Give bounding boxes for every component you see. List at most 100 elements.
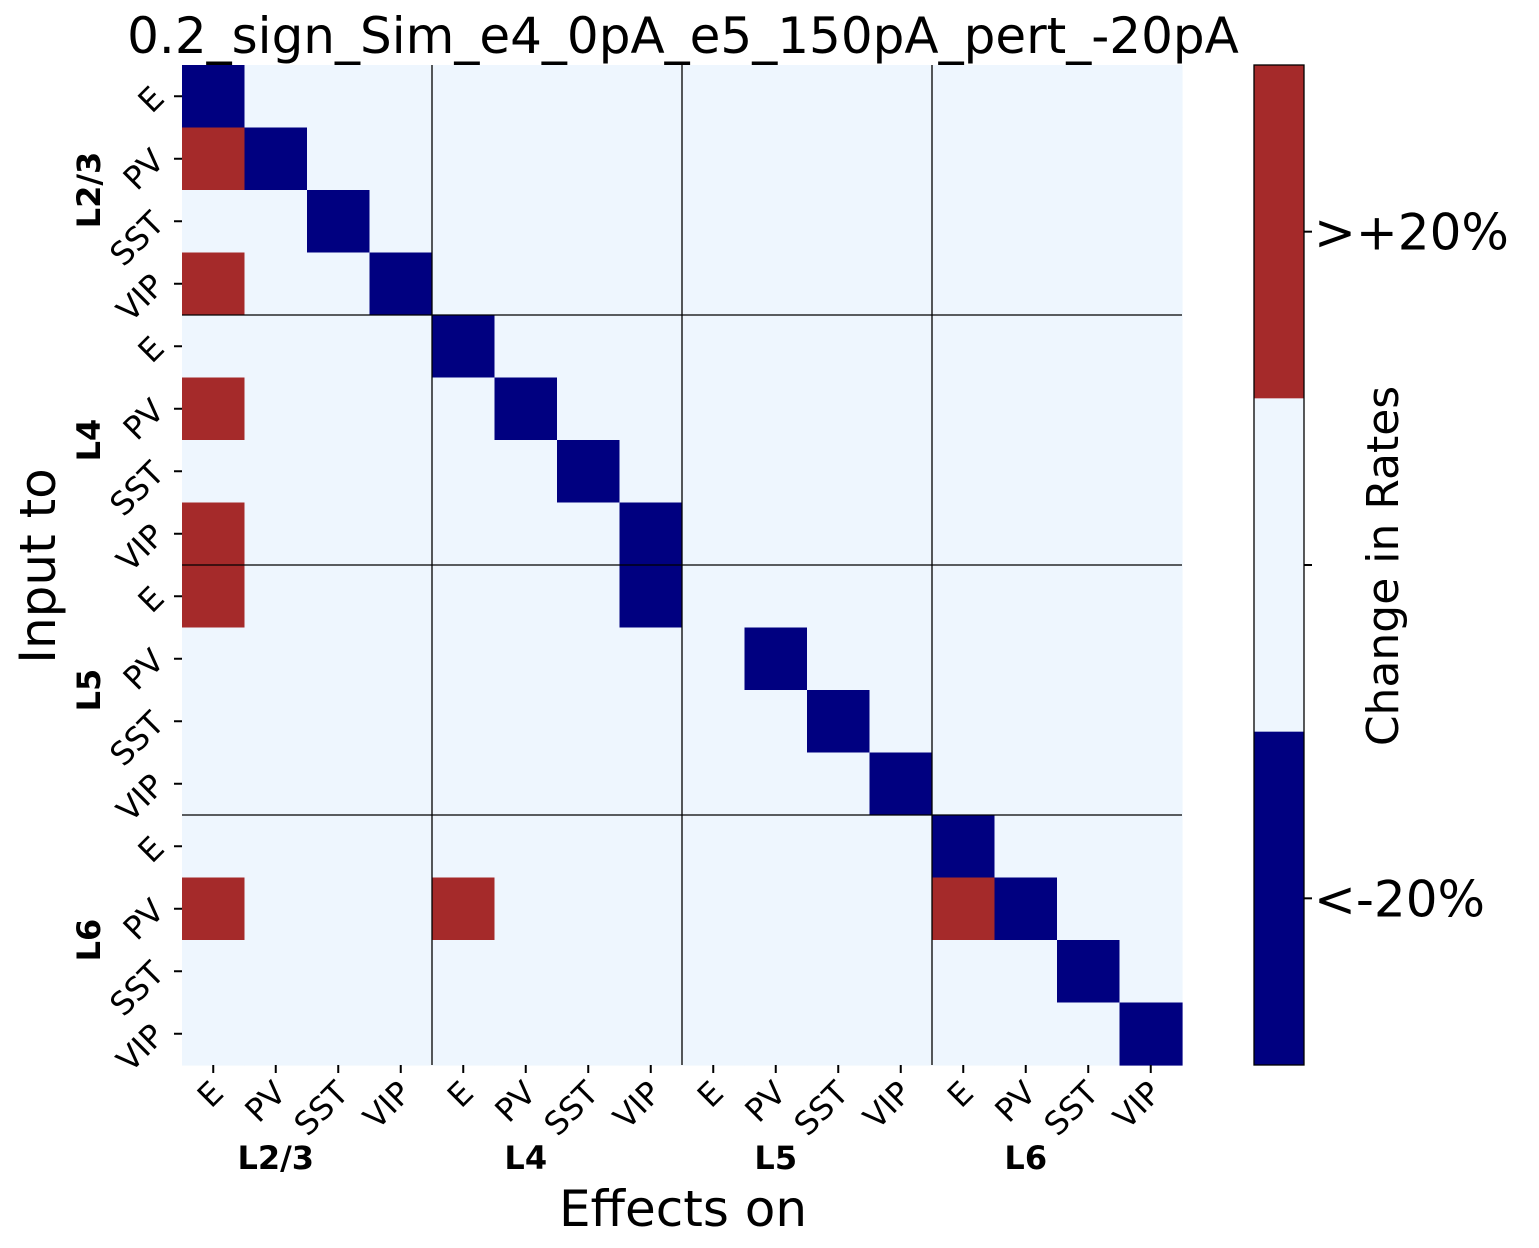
- heatmap-cell: [870, 128, 933, 191]
- heatmap-cell: [807, 878, 870, 941]
- heatmap-cell: [620, 253, 683, 316]
- heatmap-cell: [307, 690, 370, 753]
- heatmap-cell: [745, 565, 808, 628]
- x-tick-label: VIP: [1106, 1074, 1169, 1137]
- x-tick-label: PV: [737, 1074, 793, 1130]
- heatmap-cell: [495, 503, 558, 566]
- heatmap-cell: [557, 753, 620, 816]
- heatmap-cell: [745, 815, 808, 878]
- heatmap-cell: [620, 65, 683, 128]
- heatmap-cell: [370, 190, 433, 253]
- heatmap-cell: [432, 878, 495, 941]
- heatmap-cell: [995, 878, 1058, 941]
- heatmap-cell: [495, 1003, 558, 1066]
- heatmap-cell: [182, 503, 245, 566]
- heatmap-cell: [307, 628, 370, 691]
- heatmap-cell: [182, 940, 245, 1003]
- x-tick-label: SST: [1036, 1073, 1106, 1143]
- colorbar-tick-label-bottom: <-20%: [1314, 870, 1485, 928]
- heatmap-cell: [370, 628, 433, 691]
- heatmap-cell: [932, 190, 995, 253]
- heatmap-cell: [1057, 878, 1120, 941]
- heatmap-cell: [307, 565, 370, 628]
- heatmap-cell: [245, 753, 308, 816]
- x-tick-label: PV: [487, 1074, 543, 1130]
- heatmap-cell: [307, 878, 370, 941]
- heatmap-cell: [995, 565, 1058, 628]
- heatmap-cell: [307, 378, 370, 441]
- heatmap-cell: [1057, 1003, 1120, 1066]
- heatmap-cell: [745, 1003, 808, 1066]
- heatmap-cell: [1057, 940, 1120, 1003]
- heatmap-cell: [870, 440, 933, 503]
- heatmap-cell: [932, 378, 995, 441]
- heatmap-cell: [182, 378, 245, 441]
- heatmap-cell: [182, 628, 245, 691]
- heatmap-cell: [807, 815, 870, 878]
- x-group-label: L5: [754, 1139, 797, 1177]
- y-tick-label: SST: [102, 204, 172, 274]
- heatmap-cell: [682, 503, 745, 566]
- heatmap-cell: [620, 815, 683, 878]
- heatmap-cell: [557, 628, 620, 691]
- y-group-label: L5: [70, 669, 108, 712]
- heatmap-cell: [495, 878, 558, 941]
- heatmap-cell: [307, 940, 370, 1003]
- heatmap-cell: [245, 690, 308, 753]
- heatmap-cell: [1057, 565, 1120, 628]
- heatmap-cell: [870, 753, 933, 816]
- heatmap-cell: [995, 440, 1058, 503]
- heatmap-cell: [682, 753, 745, 816]
- colorbar-segment: [1254, 65, 1304, 399]
- heatmap-cell: [432, 815, 495, 878]
- heatmap-cell: [870, 253, 933, 316]
- heatmap-cell: [432, 565, 495, 628]
- heatmap-cell: [495, 315, 558, 378]
- x-axis: E PVSST VIP E PVSST VIP E PVSST VIP E PVSST VIPL2/3…: [190, 1065, 1169, 1177]
- colorbar-segment: [1254, 732, 1304, 1066]
- y-tick-label: VIP: [109, 517, 172, 580]
- x-tick-label: VIP: [356, 1074, 419, 1137]
- heatmap-cell: [557, 190, 620, 253]
- heatmap-cell: [432, 253, 495, 316]
- y-tick-label: E: [130, 579, 171, 620]
- heatmap-cell: [182, 815, 245, 878]
- heatmap-cell: [370, 815, 433, 878]
- heatmap-cell: [620, 565, 683, 628]
- heatmap-cell: [1120, 753, 1183, 816]
- heatmap-cell: [995, 65, 1058, 128]
- heatmap-cell: [995, 628, 1058, 691]
- heatmap-cell: [1120, 440, 1183, 503]
- y-axis-label: Input to: [9, 468, 67, 664]
- x-tick-label: E: [190, 1074, 231, 1115]
- heatmap-cell: [495, 565, 558, 628]
- heatmap-cell: [1120, 378, 1183, 441]
- heatmap-cell: [245, 65, 308, 128]
- heatmap-cell: [932, 253, 995, 316]
- heatmap-cell: [745, 253, 808, 316]
- heatmap-cell: [557, 565, 620, 628]
- heatmap-cell: [932, 1003, 995, 1066]
- heatmap-cell: [495, 190, 558, 253]
- heatmap-cell: [1057, 815, 1120, 878]
- heatmap-cell: [307, 190, 370, 253]
- heatmap-cell: [1057, 315, 1120, 378]
- heatmap-cell: [370, 65, 433, 128]
- heatmap-cell: [1057, 128, 1120, 191]
- heatmap-cell: [620, 940, 683, 1003]
- heatmap-cell: [745, 690, 808, 753]
- heatmap-cell: [307, 128, 370, 191]
- heatmap-cell: [557, 940, 620, 1003]
- heatmap-cell: [745, 753, 808, 816]
- heatmap-cell: [807, 940, 870, 1003]
- heatmap-cell: [807, 253, 870, 316]
- heatmap-cell: [495, 753, 558, 816]
- heatmap-cell: [620, 628, 683, 691]
- heatmap-cell: [745, 65, 808, 128]
- heatmap-cell: [495, 378, 558, 441]
- heatmap-cell: [307, 1003, 370, 1066]
- heatmap-cell: [1120, 128, 1183, 191]
- y-tick-label: E: [130, 829, 171, 870]
- heatmap-cell: [1120, 628, 1183, 691]
